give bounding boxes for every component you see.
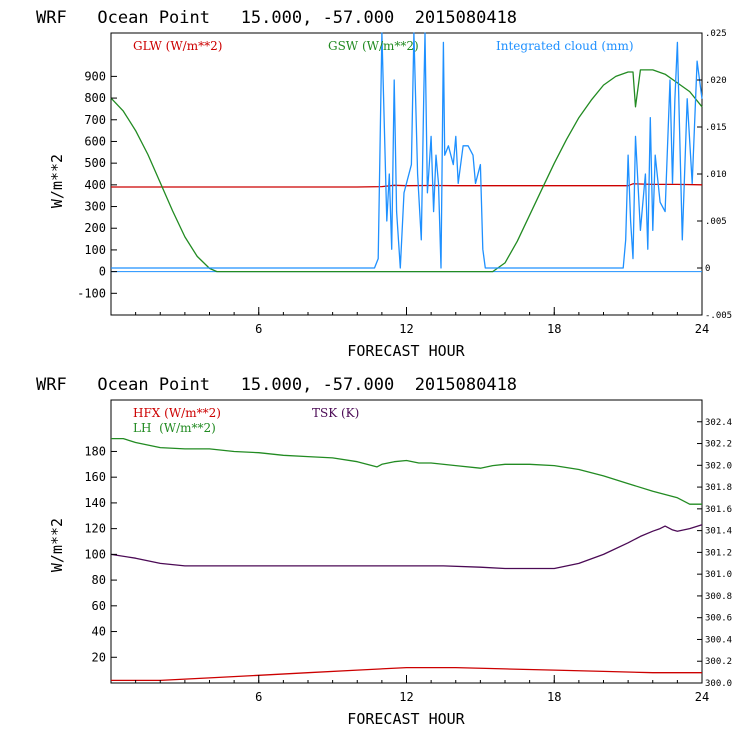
chart2-y2tick-label: 300.6	[705, 614, 732, 624]
chart2-series-lh	[111, 437, 702, 505]
chart1-y2tick-label: .025	[705, 29, 727, 39]
chart2-y2tick-label: 302.4	[705, 418, 732, 428]
chart1-ytick-label: 300	[84, 200, 106, 214]
chart2-title: WRF Ocean Point 15.000, -57.000 20150804…	[36, 375, 517, 395]
chart2-ytick-label: 20	[92, 650, 106, 664]
chart2-y2tick-label: 301.0	[705, 570, 732, 580]
chart2-ytick-label: 80	[92, 573, 106, 587]
chart2-y2tick-label: 301.2	[705, 548, 732, 558]
chart1-xlabel: FORECAST HOUR	[347, 342, 465, 360]
chart1-ytick-label: -100	[77, 286, 106, 300]
chart2-xtick-label: 6	[255, 690, 262, 704]
chart2-xlabel: FORECAST HOUR	[347, 710, 465, 728]
chart2-ytick-label: 120	[84, 522, 106, 536]
chart1-y2tick-label: -.005	[705, 311, 732, 321]
chart1-xtick-label: 6	[255, 322, 262, 336]
chart1-xtick-label: 24	[695, 322, 709, 336]
chart1-ytick-label: 600	[84, 134, 106, 148]
chart2-y2tick-label: 301.6	[705, 505, 732, 515]
chart1-plot-frame	[110, 32, 703, 316]
chart1-ytick-label: 200	[84, 221, 106, 235]
chart1-ytick-label: 400	[84, 178, 106, 192]
chart2-y2tick-label: 301.8	[705, 483, 732, 493]
chart2-y2tick-label: 302.2	[705, 440, 732, 450]
chart2-series-tsk	[110, 524, 703, 570]
chart1-ylabel: W/m**2	[48, 154, 66, 208]
chart2-ylabel: W/m**2	[48, 518, 66, 572]
chart1-ytick-label: 900	[84, 69, 106, 83]
chart1-legend-cloud: Integrated cloud (mm)	[496, 39, 634, 53]
chart1-title: WRF Ocean Point 15.000, -57.000 20150804…	[36, 8, 517, 28]
chart1-series-gsw	[110, 69, 703, 273]
chart2-ytick-label: 40	[92, 625, 106, 639]
chart2-y2tick-label: 300.0	[705, 679, 732, 689]
chart1-ytick-label: 0	[99, 265, 106, 279]
chart1-ytick-label: 800	[84, 91, 106, 105]
chart1-y2tick-label: .020	[705, 76, 727, 86]
chart2-plot-frame	[110, 399, 703, 684]
chart1-series-integrated	[111, 32, 703, 269]
chart2-y2tick-label: 301.4	[705, 527, 732, 537]
chart2-ytick-label: 180	[84, 444, 106, 458]
chart2-ytick-label: 100	[84, 547, 106, 561]
chart1-ytick-label: 100	[84, 243, 106, 257]
chart1-legend-gsw: GSW (W/m**2)	[328, 39, 419, 53]
chart1-xtick-label: 18	[547, 322, 561, 336]
chart2-y2tick-label: 302.0	[705, 461, 732, 471]
chart1-ytick-label: 700	[84, 113, 106, 127]
chart2-y2tick-label: 300.8	[705, 592, 732, 602]
chart1-legend-glw: GLW (W/m**2)	[133, 39, 222, 53]
chart2-xtick-label: 18	[547, 690, 561, 704]
chart2-y2tick-label: 300.4	[705, 635, 732, 645]
chart2-series-hfx	[111, 666, 702, 682]
chart2-ytick-label: 160	[84, 470, 106, 484]
chart2-y2tick-label: 300.2	[705, 657, 732, 667]
chart2-xtick-label: 12	[399, 690, 413, 704]
chart2-legend-lh: LH (W/m**2)	[133, 421, 216, 435]
chart1-y2tick-label: .005	[705, 217, 727, 227]
chart2-legend-hfx: HFX (W/m**2)	[133, 406, 221, 420]
chart2-ytick-label: 140	[84, 496, 106, 510]
chart2-ytick-label: 60	[92, 599, 106, 613]
chart1-ytick-label: 500	[84, 156, 106, 170]
chart1-xtick-label: 12	[399, 322, 413, 336]
chart1-y2tick-label: 0	[705, 264, 710, 274]
chart1-y2tick-label: .010	[705, 170, 727, 180]
chart2-xtick-label: 24	[695, 690, 709, 704]
chart2-legend-tsk: TSK (K)	[312, 406, 359, 420]
chart1-y2tick-label: .015	[705, 123, 727, 133]
